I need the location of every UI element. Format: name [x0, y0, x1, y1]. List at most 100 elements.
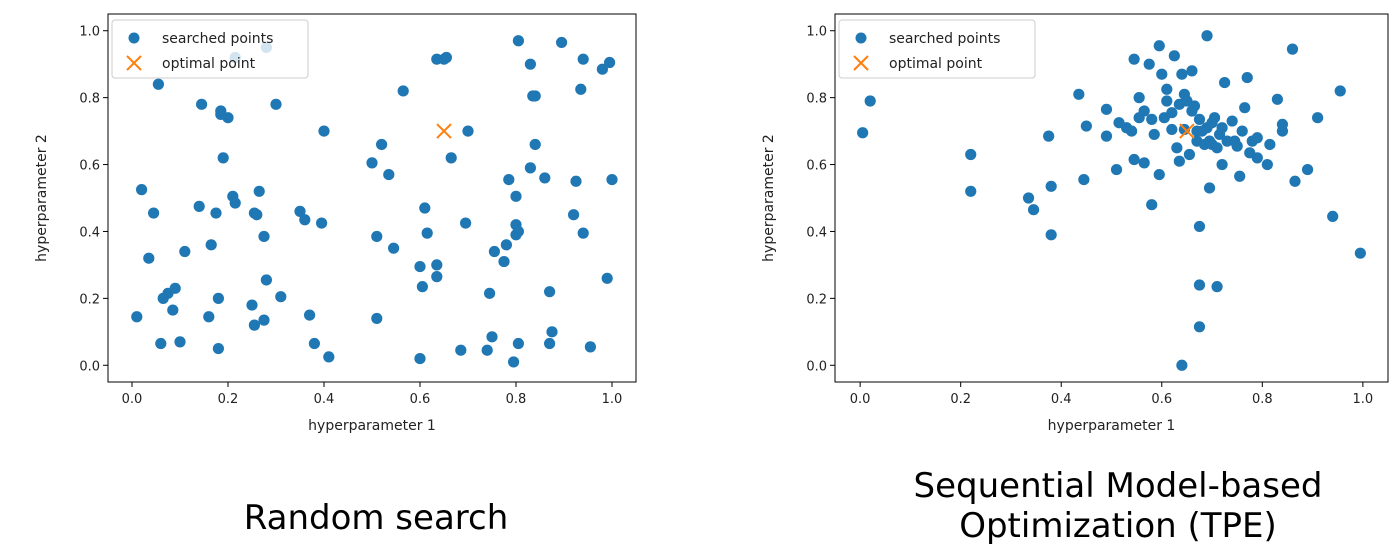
searched-point — [248, 319, 260, 331]
y-tick-label: 0.6 — [806, 159, 827, 174]
y-tick-label: 0.4 — [806, 225, 827, 240]
searched-point — [1208, 112, 1221, 124]
searched-point — [1153, 40, 1165, 52]
searched-point — [1080, 120, 1092, 132]
searched-point — [1043, 130, 1055, 142]
chart0-legend-label-optimal: optimal point — [162, 56, 256, 72]
chart1-legend-box — [838, 19, 1036, 79]
searched-point — [421, 227, 433, 239]
chart0-y-axis-label: hyperparameter 2 — [34, 134, 50, 262]
chart1-plot-frame — [834, 13, 1389, 383]
optimal-point-stroke-b — [1179, 123, 1195, 139]
searched-point — [299, 214, 311, 226]
searched-point — [512, 337, 525, 350]
x-tick-label: 0.6 — [410, 392, 431, 407]
searched-point — [1193, 321, 1206, 333]
searched-point — [577, 227, 589, 239]
searched-point — [1166, 107, 1178, 119]
searched-point — [414, 260, 426, 273]
searched-point — [1271, 93, 1283, 105]
y-tick-label: 0.0 — [806, 359, 827, 374]
searched-point — [857, 127, 869, 139]
searched-point — [1264, 138, 1276, 151]
searched-point — [229, 197, 241, 209]
searched-point — [1211, 281, 1223, 293]
searched-point — [965, 185, 977, 197]
searched-point — [217, 152, 229, 164]
searched-point — [440, 51, 452, 64]
y-tick-label: 0.2 — [79, 292, 100, 307]
chart1-x-ticks: 0.0 0.2 0.4 0.6 0.8 1.0 — [850, 382, 1373, 407]
y-tick-label: 0.8 — [79, 92, 100, 107]
searched-point — [1156, 68, 1168, 80]
searched-point — [376, 138, 388, 151]
y-tick-label: 1.0 — [79, 25, 100, 40]
searched-point — [1286, 43, 1299, 55]
searched-point — [1239, 102, 1251, 114]
searched-point — [524, 58, 537, 70]
searched-point — [1148, 128, 1160, 141]
searched-point — [1100, 130, 1113, 142]
searched-point — [1261, 158, 1273, 171]
searched-point — [371, 312, 383, 325]
chart1-x-axis-label: hyperparameter 1 — [1048, 418, 1176, 434]
searched-point — [1073, 88, 1085, 100]
y-tick-label: 0.4 — [79, 225, 100, 240]
searched-point — [1110, 163, 1123, 176]
searched-point — [524, 162, 537, 174]
chart1-legend-marker-optimal — [853, 55, 869, 71]
searched-point — [512, 35, 525, 47]
searched-point — [1128, 153, 1140, 166]
searched-point — [1176, 359, 1188, 371]
searched-point — [1226, 115, 1238, 127]
searched-point — [445, 152, 457, 164]
chart0-x-ticks: 0.0 0.2 0.4 0.6 0.8 1.0 — [122, 382, 622, 407]
searched-point — [1027, 204, 1040, 216]
searched-point — [260, 274, 272, 286]
x-tick-label: 0.0 — [122, 392, 143, 407]
x-tick-label: 0.2 — [950, 392, 971, 407]
searched-point — [604, 56, 616, 69]
caption-tpe-line-2: Optimization (TPE) — [959, 506, 1277, 546]
y-tick-label: 0.6 — [79, 159, 100, 174]
chart0-points-layer — [131, 35, 618, 368]
searched-point — [397, 85, 409, 97]
searched-point — [498, 255, 510, 268]
searched-point — [155, 337, 167, 350]
searched-point — [1211, 142, 1223, 154]
y-tick-label: 0.8 — [806, 92, 827, 107]
x-tick-label: 0.6 — [1151, 392, 1172, 407]
chart1-legend: searched points optimal point — [838, 19, 1036, 79]
searched-point — [1176, 68, 1188, 80]
searched-point — [419, 202, 431, 214]
optimal-point-marker — [1179, 123, 1195, 139]
searched-point — [1146, 199, 1158, 211]
searched-point — [1045, 229, 1057, 241]
searched-point — [383, 168, 395, 181]
searched-point — [484, 287, 496, 299]
chart1-y-ticks: 0.0 0.2 0.4 0.6 0.8 1.0 — [806, 25, 835, 374]
x-tick-label: 0.8 — [506, 392, 527, 407]
searched-point — [179, 245, 191, 258]
searched-point — [1301, 163, 1314, 176]
searched-point — [258, 314, 270, 326]
y-tick-label: 1.0 — [806, 25, 827, 40]
searched-point — [431, 271, 443, 283]
searched-point — [601, 272, 613, 284]
searched-point — [529, 138, 541, 151]
searched-point — [596, 63, 609, 75]
caption-tpe: Sequential Model-based Optimization (TPE… — [868, 466, 1368, 546]
searched-point — [294, 205, 306, 217]
searched-point — [1289, 175, 1301, 187]
chart1-legend-label-searched: searched points — [889, 31, 1000, 47]
searched-point — [167, 304, 179, 316]
searched-point — [1201, 30, 1213, 42]
chart1-legend-marker-searched — [855, 32, 867, 44]
searched-point — [570, 175, 582, 187]
searched-point — [1193, 113, 1206, 125]
searched-point — [503, 174, 515, 186]
searched-point — [148, 207, 160, 219]
searched-point — [1161, 83, 1173, 95]
searched-point — [500, 239, 512, 251]
searched-point — [1171, 142, 1183, 154]
